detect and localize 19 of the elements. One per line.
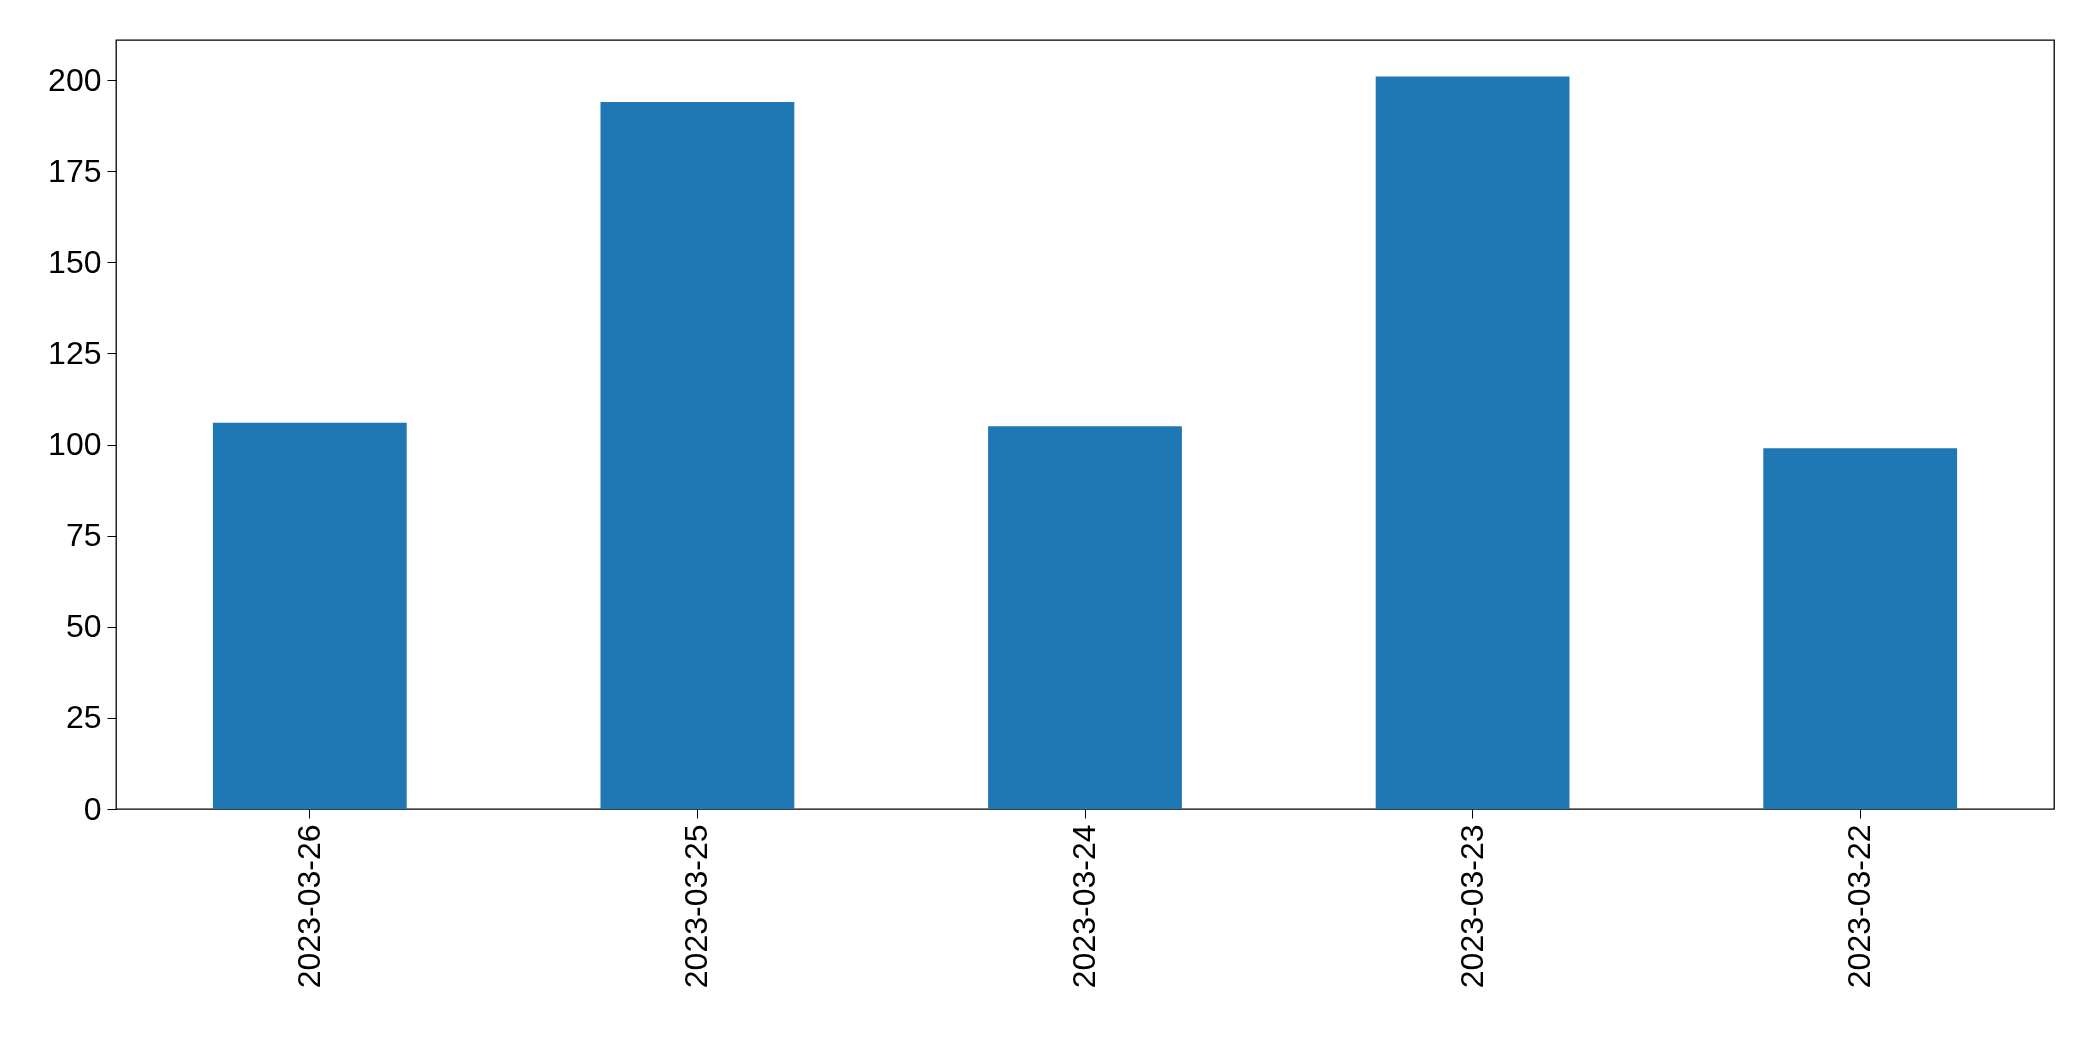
y-tick-label: 50 bbox=[65, 608, 102, 645]
bar bbox=[988, 426, 1182, 809]
bar bbox=[212, 422, 407, 809]
x-tick-label: 2023-03-22 bbox=[1841, 824, 1878, 989]
bar bbox=[600, 101, 795, 809]
bar bbox=[1763, 448, 1958, 809]
x-tick-label: 2023-03-25 bbox=[678, 824, 715, 989]
y-tick-label: 25 bbox=[65, 699, 102, 736]
x-tick-label: 2023-03-23 bbox=[1453, 824, 1490, 989]
y-tick-label: 150 bbox=[48, 243, 102, 280]
y-tick-label: 200 bbox=[48, 61, 102, 98]
y-tick-label: 100 bbox=[48, 426, 102, 463]
y-tick-label: 175 bbox=[48, 152, 102, 189]
y-tick-label: 125 bbox=[48, 334, 102, 371]
x-tick-label: 2023-03-24 bbox=[1066, 824, 1102, 989]
x-tick-label: 2023-03-26 bbox=[290, 824, 327, 989]
bar bbox=[1375, 76, 1570, 809]
y-tick-label: 75 bbox=[65, 517, 102, 554]
y-tick-label: 0 bbox=[83, 790, 102, 827]
